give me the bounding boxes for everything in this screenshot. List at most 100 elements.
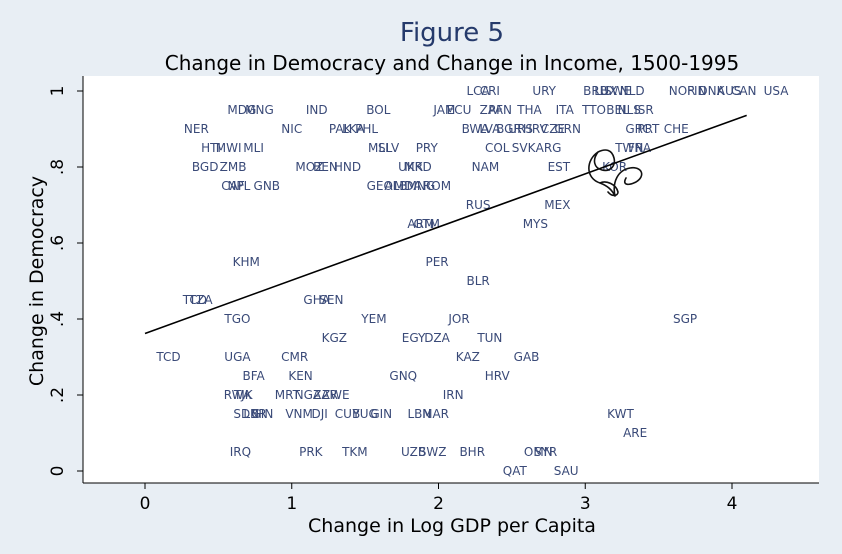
data-point: LVA — [479, 122, 501, 136]
y-tick-label: .6 — [48, 235, 68, 251]
data-point: QAT — [503, 464, 528, 478]
data-point: TJK — [233, 388, 254, 402]
data-point: MYS — [523, 217, 548, 231]
data-point: PRT — [637, 122, 660, 136]
data-point: HND — [334, 160, 361, 174]
data-point: NER — [184, 122, 209, 136]
data-point: CMR — [281, 350, 308, 364]
y-tick-label: .4 — [48, 311, 68, 327]
plot-area — [83, 76, 819, 483]
x-tick-label: 3 — [580, 494, 591, 514]
data-point: GIN — [370, 407, 392, 421]
x-tick-label: 2 — [433, 494, 444, 514]
data-point: EGY — [402, 331, 426, 345]
data-point: SGP — [673, 312, 697, 326]
data-point: GIN — [251, 407, 273, 421]
data-point: GAB — [514, 350, 540, 364]
data-point: SAU — [554, 464, 579, 478]
data-point: BEN — [313, 160, 338, 174]
data-point: LBN — [407, 407, 431, 421]
data-point: MEX — [544, 198, 570, 212]
data-point: DZA — [424, 331, 450, 345]
data-point: SEN — [319, 293, 343, 307]
data-point: TCD — [182, 293, 207, 307]
data-point: SWZ — [419, 445, 447, 459]
hand-drawn-scribble — [588, 149, 643, 197]
data-point: UGA — [224, 350, 251, 364]
data-point: KAZ — [456, 350, 480, 364]
data-point: NPL — [227, 179, 250, 193]
fitted-line — [144, 114, 747, 335]
data-point: ALB — [384, 179, 407, 193]
data-point: NLD — [620, 84, 645, 98]
data-point: PRY — [416, 141, 439, 155]
data-point: PER — [425, 255, 448, 269]
data-point: MAR — [422, 407, 449, 421]
data-point: JAM — [432, 103, 455, 117]
data-point: BGR — [496, 122, 522, 136]
data-point: ARM — [407, 217, 434, 231]
data-point: NAM — [472, 160, 500, 174]
data-point: MDG — [227, 103, 256, 117]
data-point: ZAR — [313, 388, 338, 402]
data-point: DNK — [698, 84, 725, 98]
data-point: GRN — [554, 122, 581, 136]
data-point: CUB — [335, 407, 360, 421]
data-point: AUS — [717, 84, 742, 98]
data-point: BLR — [466, 274, 489, 288]
data-point: KWT — [607, 407, 634, 421]
data-point: TCD — [155, 350, 180, 364]
data-point: KGZ — [322, 331, 347, 345]
data-point: KHM — [233, 255, 260, 269]
data-point: ECU — [447, 103, 472, 117]
data-point: YEM — [360, 312, 386, 326]
data-point: MNG — [407, 179, 436, 193]
data-point: PHL — [355, 122, 378, 136]
data-point: UZB — [401, 445, 426, 459]
data-point: LBR — [243, 407, 266, 421]
data-point: TTO — [581, 103, 606, 117]
data-point: IRN — [443, 388, 464, 402]
y-tick-label: .2 — [48, 387, 68, 403]
data-point: GNQ — [389, 369, 417, 383]
data-point: ROM — [423, 179, 451, 193]
data-point: LUX — [594, 84, 617, 98]
x-tick-label: 4 — [727, 494, 738, 514]
data-point: OMN — [524, 445, 553, 459]
data-point: THA — [516, 103, 542, 117]
data-point: VNM — [285, 407, 313, 421]
data-point: COL — [485, 141, 510, 155]
data-point: ISR — [634, 103, 654, 117]
chart-subtitle: Change in Democracy and Change in Income… — [165, 51, 739, 75]
data-point: GNB — [254, 179, 281, 193]
data-point: YUG — [351, 407, 377, 421]
data-point: TZA — [188, 293, 214, 307]
data-point: PAK — [329, 122, 353, 136]
data-point: MOZ — [295, 160, 323, 174]
data-point: NLS — [618, 103, 641, 117]
data-point: IRQ — [230, 445, 251, 459]
data-point: FRA — [628, 141, 652, 155]
data-point: MRT — [275, 388, 301, 402]
data-point: GRC — [625, 122, 650, 136]
data-point: BWA — [462, 122, 490, 136]
data-point: BFA — [242, 369, 265, 383]
data-point: GTM — [413, 217, 440, 231]
data-point: KEN — [288, 369, 312, 383]
data-point: GEO — [367, 179, 393, 193]
axes: 0 1 2 3 4 0 .2 .4 .6 .8 1 — [48, 76, 819, 514]
y-tick-label: 0 — [48, 466, 68, 477]
data-point: CHE — [664, 122, 689, 136]
data-point: LKA — [342, 122, 365, 136]
data-point: JOR — [447, 312, 469, 326]
data-point: ZMB — [220, 160, 247, 174]
x-tick-label: 1 — [286, 494, 297, 514]
data-point: BGD — [192, 160, 219, 174]
data-point: BOL — [366, 103, 390, 117]
data-point: FIN — [687, 84, 706, 98]
data-point: MKD — [404, 160, 431, 174]
data-point: PAN — [488, 103, 512, 117]
chart-title: Figure 5 — [400, 18, 504, 48]
